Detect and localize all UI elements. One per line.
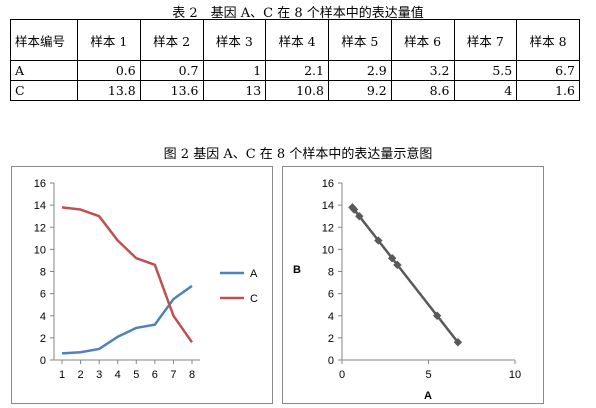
x-tick-label: 0 [339, 369, 345, 381]
x-tick-label: 10 [509, 369, 521, 381]
legend-label: A [250, 268, 258, 280]
value-cell: 0.6 [77, 60, 141, 81]
x-tick-label: 7 [170, 369, 176, 381]
y-tick-label: 6 [328, 289, 334, 301]
table-row: A 0.6 0.7 1 2.1 2.9 3.2 5.5 6.7 [10, 60, 580, 81]
y-tick-label: 4 [328, 311, 334, 323]
figure-title: 图 2 基因 A、C 在 8 个样本中的表达量示意图 [163, 147, 433, 162]
value-cell: 13.8 [77, 80, 141, 101]
value-cell: 5.5 [453, 60, 518, 81]
header-cell: 样本 1 [77, 19, 141, 61]
scatter-chart: 0 2 4 6 8 10 12 14 16 0 5 10 B A [282, 166, 544, 404]
y-tick-label: 10 [322, 244, 334, 256]
data-point-marker [393, 260, 402, 270]
value-cell: 9.2 [328, 80, 392, 101]
header-cell: 样本 3 [202, 19, 267, 61]
expression-table: 样本编号 样本 1 样本 2 样本 3 样本 4 样本 5 样本 6 样本 7 … [10, 19, 580, 101]
value-cell: 13.6 [139, 80, 204, 101]
series-line-C [61, 206, 194, 344]
y-axis-title: B [293, 264, 301, 276]
y-tick-label: 2 [328, 333, 334, 345]
value-cell: 6.7 [516, 60, 580, 81]
y-tick-label: 14 [322, 200, 334, 212]
y-tick-label: 0 [40, 355, 46, 367]
x-tick-label: 4 [115, 369, 121, 381]
value-cell: 10.8 [265, 80, 329, 101]
header-cell: 样本 6 [390, 19, 455, 61]
data-point-marker [374, 236, 383, 245]
y-tick-label: 0 [328, 355, 334, 367]
value-cell: 13 [202, 80, 267, 101]
y-tick-label: 8 [328, 267, 334, 279]
line-chart: 0 2 4 6 8 10 12 14 16 1 2 3 4 5 6 7 8 A C [11, 166, 273, 404]
data-point-marker [453, 338, 463, 347]
x-tick-label: 1 [59, 369, 65, 381]
data-point-marker [355, 211, 364, 221]
header-cell: 样本 5 [328, 19, 392, 61]
value-cell: 2.9 [328, 60, 392, 81]
value-cell: 1 [202, 60, 267, 81]
x-tick-label: 5 [133, 369, 139, 381]
table-title: 表 2 基因 A、C 在 8 个样本中的表达量值 [172, 6, 424, 21]
value-cell: 0.7 [139, 60, 204, 81]
header-cell: 样本 7 [453, 19, 518, 61]
y-tick-label: 12 [322, 222, 334, 234]
series-line-A [61, 284, 193, 355]
y-tick-label: 12 [34, 222, 46, 234]
x-tick-label: 5 [425, 369, 431, 381]
row-label: A [10, 60, 78, 81]
row-label: C [10, 80, 78, 101]
y-tick-label: 4 [40, 311, 46, 323]
x-tick-label: 8 [189, 369, 195, 381]
y-tick-label: 16 [322, 178, 334, 190]
table-row: C 13.8 13.6 13 10.8 9.2 8.6 4 1.6 [10, 80, 580, 101]
value-cell: 8.6 [390, 80, 455, 101]
y-tick-label: 6 [40, 289, 46, 301]
legend-label: C [250, 293, 258, 305]
value-cell: 2.1 [265, 60, 329, 81]
data-point-marker [387, 254, 397, 263]
y-tick-label: 8 [40, 267, 46, 279]
scatter-chart-plot: 0 2 4 6 8 10 12 14 16 0 5 10 B A [293, 178, 521, 402]
y-tick-label: 2 [40, 333, 46, 345]
y-tick-label: 10 [34, 244, 46, 256]
y-tick-label: 14 [34, 200, 46, 212]
value-cell: 4 [453, 80, 518, 101]
data-point-marker [432, 311, 442, 320]
x-axis-title: A [424, 390, 432, 402]
header-cell: 样本 8 [516, 19, 580, 61]
y-tick-label: 16 [34, 178, 46, 190]
trend-line [351, 206, 459, 344]
value-cell: 1.6 [516, 80, 580, 101]
header-cell: 样本 4 [265, 19, 329, 61]
header-cell: 样本 2 [139, 19, 204, 61]
data-point-marker [349, 205, 359, 214]
table-header-row: 样本编号 样本 1 样本 2 样本 3 样本 4 样本 5 样本 6 样本 7 … [10, 19, 580, 61]
value-cell: 3.2 [390, 60, 455, 81]
x-tick-label: 2 [78, 369, 84, 381]
header-cell: 样本编号 [10, 19, 78, 61]
x-tick-label: 6 [152, 369, 158, 381]
x-tick-label: 3 [96, 369, 102, 381]
